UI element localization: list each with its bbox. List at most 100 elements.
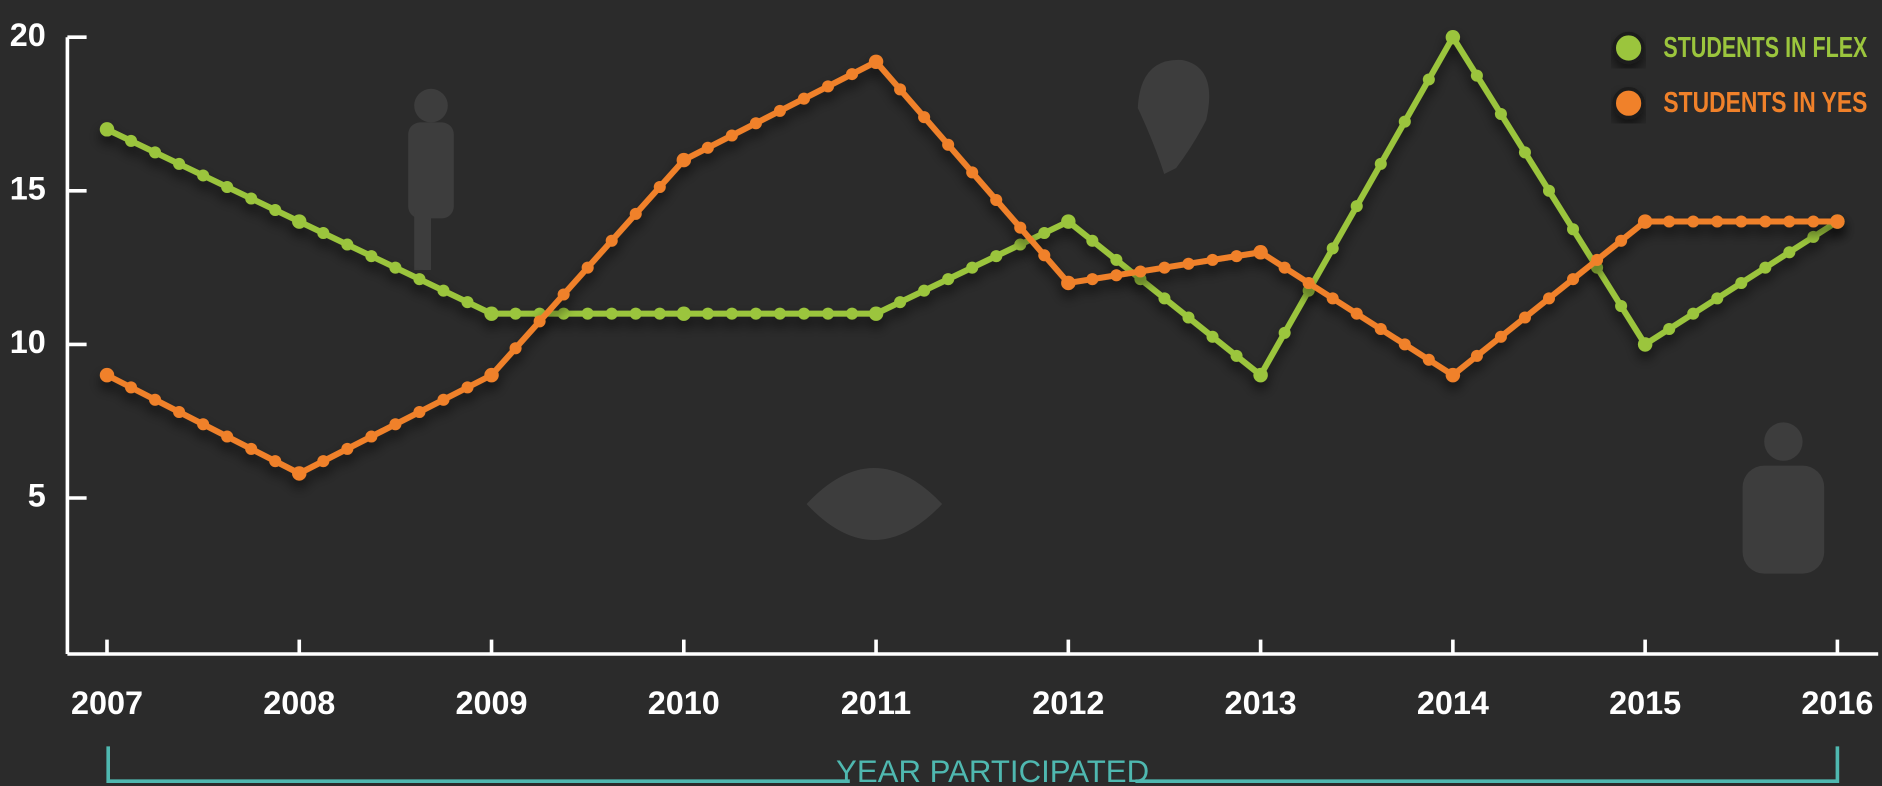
line-bead [1494,330,1507,343]
line-bead [413,405,426,418]
point [292,214,307,229]
icon [414,88,448,123]
y-tick-label: 5 [28,478,46,514]
x-tick-label: 2012 [1032,685,1104,721]
line-bead [701,307,714,320]
line-bead [437,284,450,297]
line-bead [1543,292,1555,305]
line-bead [1182,311,1195,324]
line [105,34,1840,379]
icon [408,122,454,219]
line-bead [797,92,810,105]
line-bead [557,307,570,320]
line-bead [918,284,931,297]
line-bead [1543,184,1555,197]
line-bead [221,180,234,193]
y-tick-label: 20 [10,17,46,53]
point [1830,214,1845,229]
line-bead [1350,307,1363,320]
line-bead [1470,349,1483,362]
line-bead [1110,269,1123,282]
point [1061,214,1076,229]
line-bead [605,307,618,320]
line-bead [797,307,810,320]
line-bead [1014,238,1027,251]
line-bead [1663,215,1676,228]
line-bead [173,405,186,418]
icon [1137,59,1210,174]
line-bead [1783,246,1796,259]
x-label-bracket [106,746,1840,783]
line-bead [1807,215,1820,228]
line-bead [389,261,402,274]
line-bead [437,393,450,406]
line-bead [269,204,282,216]
line-bead [1038,227,1051,240]
line-bead [942,138,955,151]
line-bead [1374,157,1387,170]
line-bead [1711,215,1724,228]
x-tick-label: 2013 [1225,685,1297,721]
y-tick-label: 15 [10,170,46,206]
icon [414,210,431,270]
legend-label: STUDENTS IN YES [1663,87,1867,119]
line-bead [197,169,210,182]
icon [1742,465,1825,574]
line-bead [966,261,979,274]
icon [806,468,943,540]
x-tick-label: 2007 [71,685,143,721]
line-bead [461,296,474,309]
line-bead [1086,234,1099,247]
line-bead [461,381,474,394]
point [484,367,499,383]
line-bead [1663,323,1676,336]
line-bead [1398,115,1411,128]
line-bead [1326,242,1339,255]
line-bead [822,80,834,93]
series [99,54,1845,481]
line-bead [1687,215,1700,228]
point [1253,367,1268,383]
line-bead [1518,311,1531,324]
line-bead [1230,349,1243,362]
x-tick-label: 2016 [1801,685,1873,721]
line-bead [365,250,378,263]
line-bead [846,307,859,320]
line-bead [894,83,907,96]
line-bead [1086,273,1099,286]
line-bead [413,273,426,286]
line-bead [773,104,786,117]
line-bead [1759,261,1772,274]
line-bead [173,157,186,170]
line-bead [1182,257,1195,270]
line-bead [557,288,570,301]
line-bead [1326,292,1339,305]
line-bead [221,430,234,443]
line-bead [1302,276,1315,289]
line-bead [509,307,522,320]
line-bead [966,166,979,179]
line-bead [1158,292,1171,305]
line-bead [317,227,330,240]
line-bead [942,273,955,286]
line-bead [1687,307,1700,320]
line-bead [509,342,522,355]
line-bead [581,307,594,320]
line-bead [1374,323,1387,336]
line-bead [990,250,1003,263]
icon [1764,422,1803,461]
line-bead [1422,353,1435,366]
line-bead [1110,253,1123,266]
line-bead [990,194,1003,207]
line-bead [1735,276,1748,289]
line-bead [918,111,931,124]
line-bead [125,134,138,147]
legend-label: STUDENTS IN FLEX [1663,32,1867,64]
line-bead [773,307,786,320]
line-bead [1759,215,1772,228]
line-bead [1278,326,1291,339]
x-axis-label: YEAR PARTICIPATED [836,754,1149,786]
line-bead [749,307,762,320]
point [1445,30,1461,45]
line-bead [1398,338,1411,351]
